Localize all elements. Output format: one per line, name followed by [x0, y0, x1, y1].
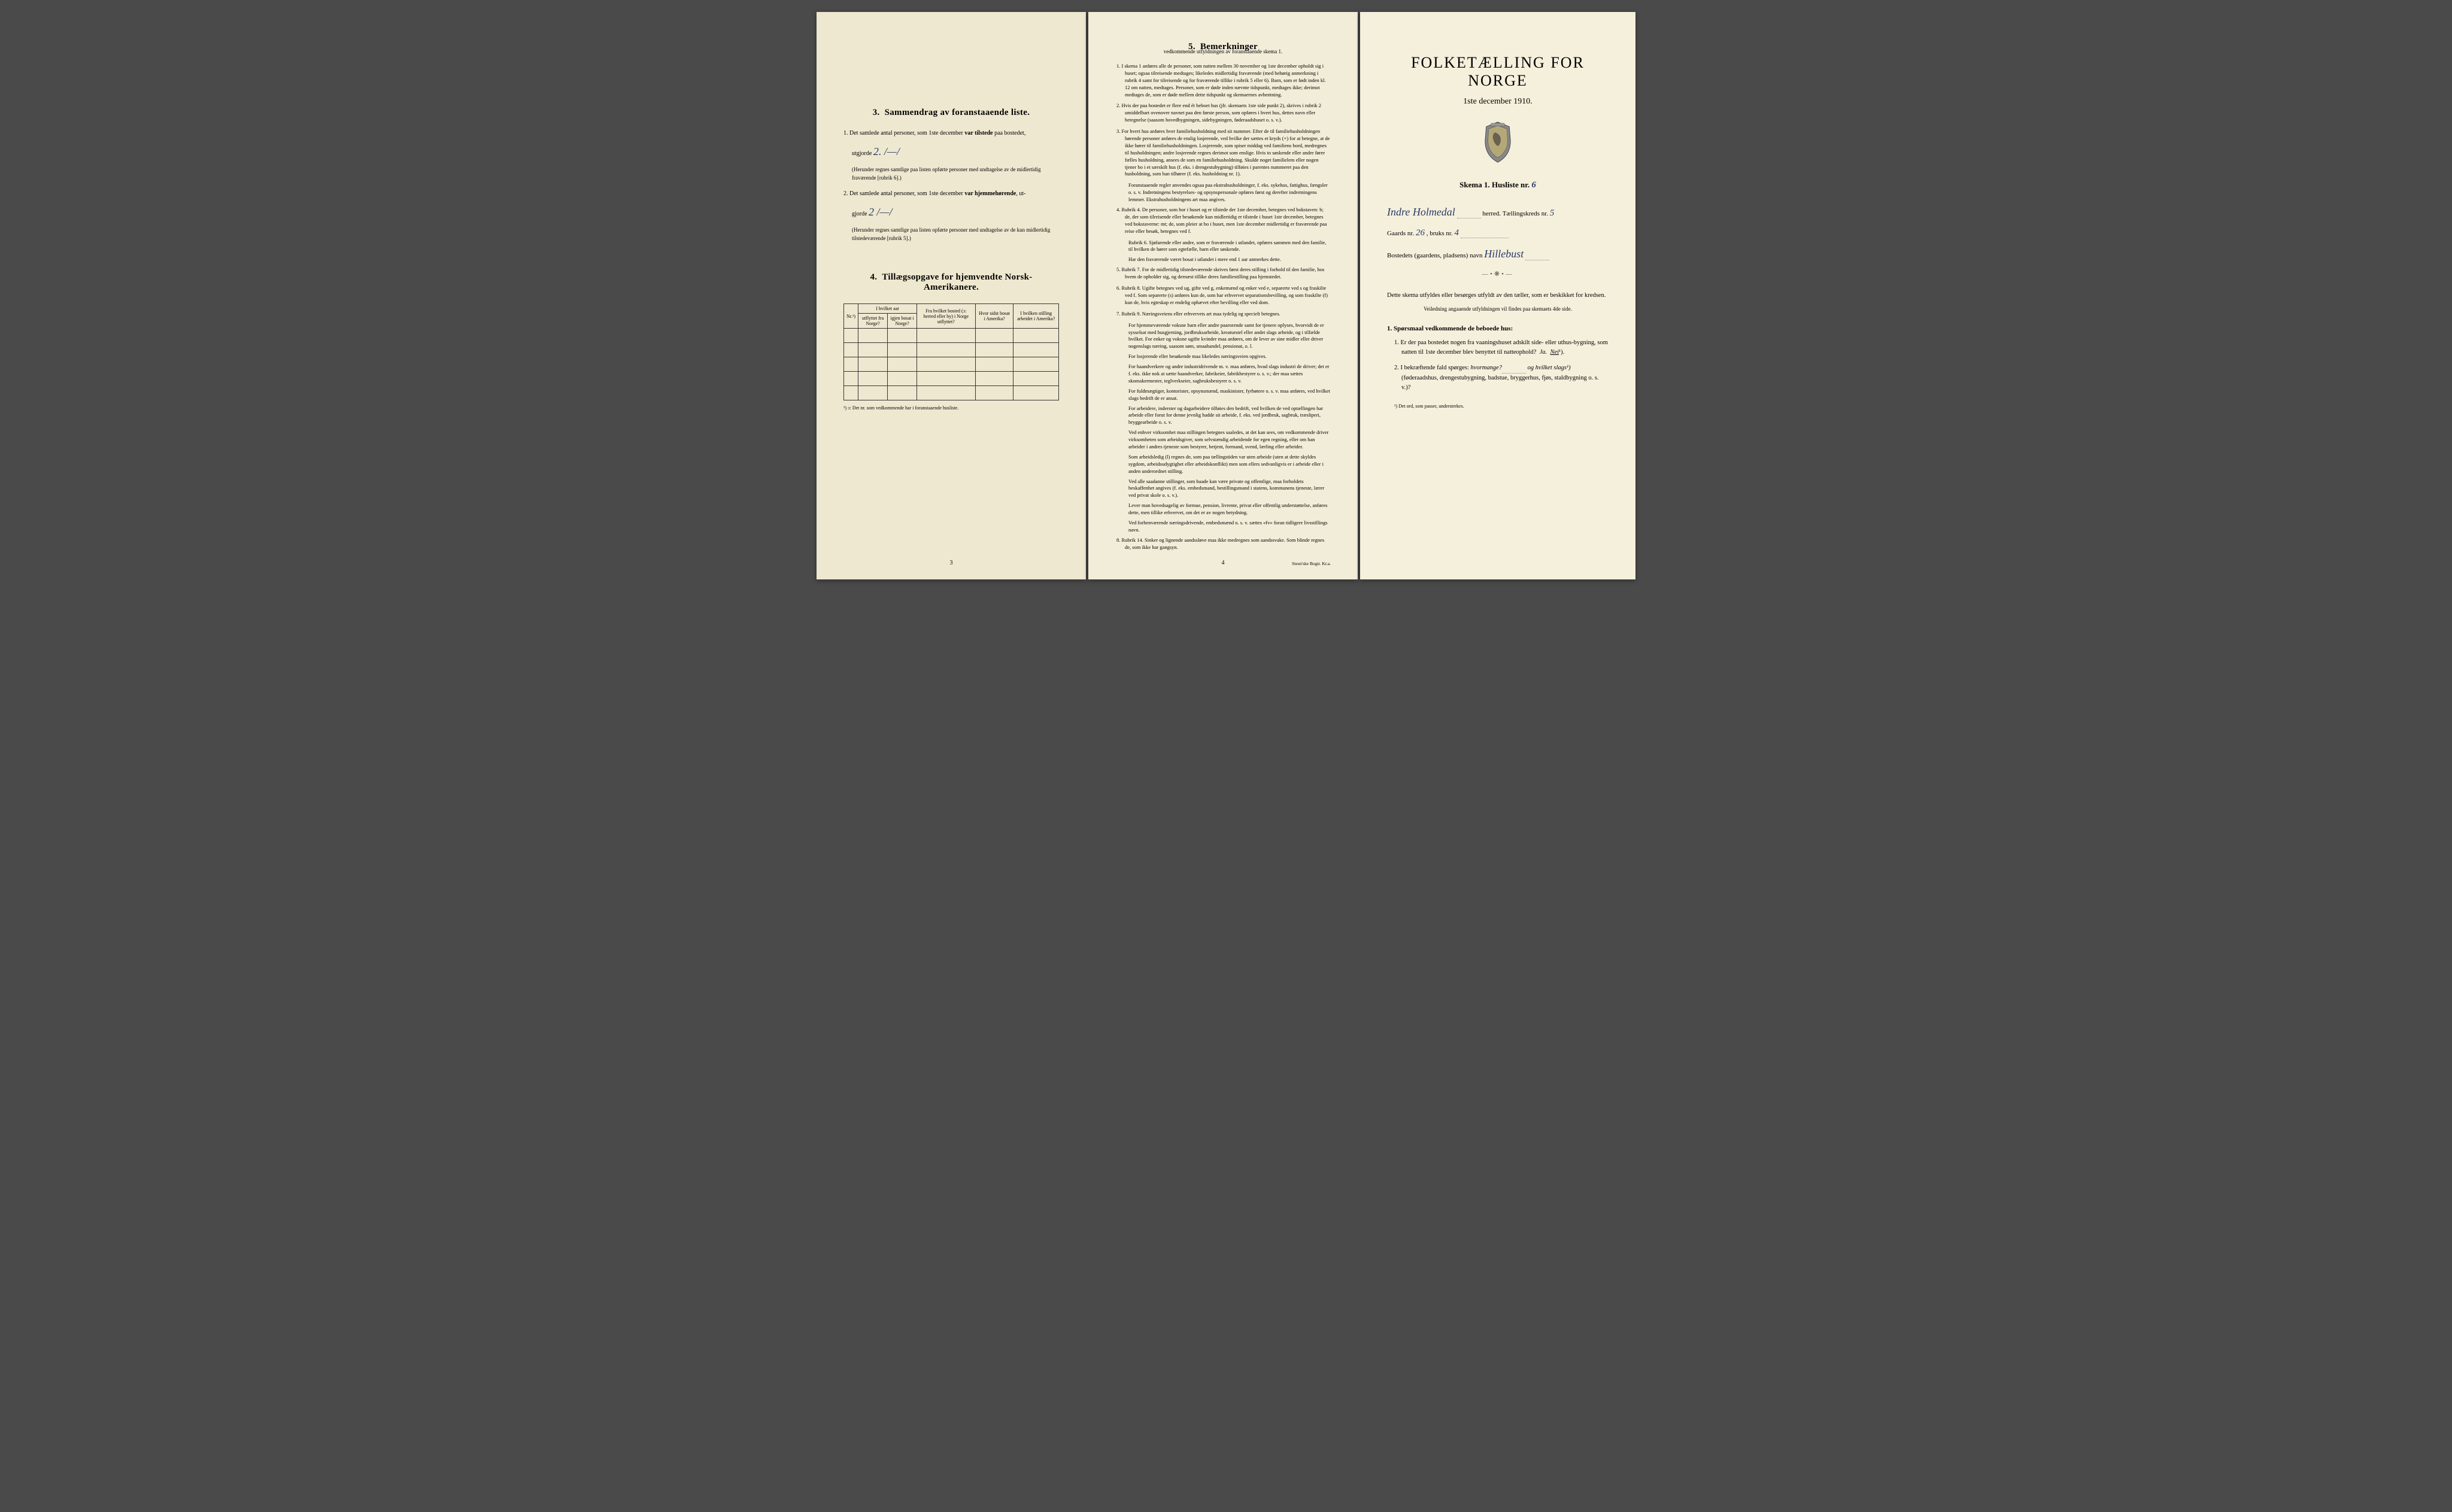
- table-row: [844, 329, 1059, 343]
- handwriting-husliste-nr: 6: [1531, 180, 1536, 190]
- sec3-item1: 1. Det samlede antal personer, som 1ste …: [843, 129, 1059, 138]
- handwriting-value-2: 2 /—/: [869, 206, 893, 218]
- table-row: [844, 372, 1059, 386]
- section-4-title: 4.Tillægsopgave for hjemvendte Norsk-Ame…: [843, 272, 1059, 293]
- instruction-2: Veiledning angaaende utfyldningen vil fi…: [1387, 306, 1609, 312]
- gaard-row: Gaards nr. 26 , bruks nr. 4: [1387, 228, 1609, 238]
- th-year: I hvilket aar: [858, 304, 917, 314]
- remarks-list: 1. I skema 1 anføres alle de personer, s…: [1115, 63, 1331, 551]
- census-date: 1ste december 1910.: [1387, 97, 1609, 107]
- question-2: 2. I bekræftende fald spørges: hvormange…: [1387, 363, 1609, 393]
- remark-item: 6. Rubrik 8. Ugifte betegnes ved ug, gif…: [1115, 285, 1331, 306]
- page-number: 3: [950, 560, 953, 566]
- section-3-title: 3.Sammendrag av foranstaaende liste.: [843, 108, 1059, 118]
- handwriting-bosted: Hillebust: [1484, 248, 1524, 260]
- remark-item: For arbeidere, inderster og dagarbeidere…: [1115, 405, 1331, 427]
- page-4: 5.Bemerkninger vedkommende utfyldningen …: [1088, 12, 1358, 579]
- sec3-item1-note: (Herunder regnes samtlige paa listen opf…: [843, 166, 1059, 182]
- remark-item: For haandverkere og andre industridriven…: [1115, 363, 1331, 385]
- question-heading: 1. Spørsmaal vedkommende de beboede hus:: [1387, 325, 1609, 332]
- page-3: 3.Sammendrag av foranstaaende liste. 1. …: [817, 12, 1086, 579]
- th-where: Hvor sidst bosat i Amerika?: [975, 304, 1013, 329]
- printer-mark: Steen'ske Bogtr. Kr.a.: [1292, 561, 1331, 566]
- page-number: 4: [1222, 560, 1225, 566]
- remark-item: 2. Hvis der paa bostedet er flere end ét…: [1115, 102, 1331, 124]
- remark-item: Ved alle saadanne stillinger, som baade …: [1115, 478, 1331, 500]
- handwriting-kreds-nr: 5: [1550, 208, 1555, 218]
- table-row: [844, 343, 1059, 357]
- remark-item: Lever man hovedsagelig av formue, pensio…: [1115, 502, 1331, 517]
- sec3-item2-note: (Herunder regnes samtlige paa listen opf…: [843, 226, 1059, 242]
- th-occupation: I hvilken stilling arbeidet i Amerika?: [1013, 304, 1059, 329]
- sec3-item2-fill: gjorde 2 /—/: [843, 204, 1059, 220]
- sec3-item1-fill: utgjorde 2. /—/: [843, 144, 1059, 160]
- remark-item: Rubrik 6. Sjøfarende eller andre, som er…: [1115, 239, 1331, 254]
- remark-item: Foranstaaende regler anvendes ogsaa paa …: [1115, 182, 1331, 204]
- question-1: 1. Er der paa bostedet nogen fra vaaning…: [1387, 338, 1609, 358]
- remark-item: 3. For hvert hus anføres hver familiehus…: [1115, 128, 1331, 178]
- instruction-1: Dette skema utfyldes eller besørges utfy…: [1387, 291, 1609, 301]
- handwriting-value-1: 2. /—/: [873, 145, 900, 157]
- table-row: [844, 357, 1059, 372]
- sec4-footnote: ¹) ɔ: Det nr. som vedkommende har i fora…: [843, 405, 1059, 411]
- footnote-right: ¹) Det ord, som passer, understrekes.: [1387, 403, 1609, 409]
- remark-item: 8. Rubrik 14. Sinker og lignende aandssl…: [1115, 537, 1331, 551]
- remark-item: For losjerende eller besøkende maa likel…: [1115, 353, 1331, 360]
- coat-of-arms-icon: [1387, 121, 1609, 167]
- answer-nei-underlined: Nei: [1550, 349, 1559, 356]
- handwriting-herred: Indre Holmedal: [1387, 206, 1455, 218]
- remark-item: Ved forhenværende næringsdrivende, embed…: [1115, 520, 1331, 534]
- remark-item: Som arbeidsledig (l) regnes de, som paa …: [1115, 454, 1331, 475]
- bosted-row: Bostedets (gaardens, pladsens) navn Hill…: [1387, 248, 1609, 260]
- th-returned: igjen bosat i Norge?: [888, 314, 917, 329]
- section-5-subtitle: vedkommende utfyldningen av foranstaaend…: [1115, 48, 1331, 54]
- herred-row: Indre Holmedal herred. Tællingskreds nr.…: [1387, 206, 1609, 218]
- sec3-item2: 2. Det samlede antal personer, som 1ste …: [843, 189, 1059, 198]
- remark-item: Ved enhver virksomhet maa stillingen bet…: [1115, 429, 1331, 451]
- page-title-page: FOLKETÆLLING FOR NORGE 1ste december 191…: [1360, 12, 1635, 579]
- remark-item: 1. I skema 1 anføres alle de personer, s…: [1115, 63, 1331, 98]
- section-4-table: Nr.¹) I hvilket aar Fra hvilket bosted (…: [843, 303, 1059, 400]
- th-emigrated: utflyttet fra Norge?: [858, 314, 888, 329]
- remark-item: 7. Rubrik 9. Næringsveiens eller erhverv…: [1115, 311, 1331, 318]
- skema-line: Skema 1. Husliste nr. 6: [1387, 180, 1609, 190]
- census-title: FOLKETÆLLING FOR NORGE: [1387, 54, 1609, 90]
- remark-item: For hjemmeværende voksne barn eller andr…: [1115, 322, 1331, 351]
- document-spread: 3.Sammendrag av foranstaaende liste. 1. …: [817, 12, 1635, 579]
- remark-item: 4. Rubrik 4. De personer, som bor i huse…: [1115, 207, 1331, 235]
- handwriting-bruks-nr: 4: [1454, 228, 1459, 238]
- remark-item: Har den fraværende været bosat i utlande…: [1115, 256, 1331, 263]
- remark-item: 5. Rubrik 7. For de midlertidig tilstede…: [1115, 266, 1331, 281]
- th-from: Fra hvilket bosted (ɔ: herred eller by) …: [917, 304, 976, 329]
- handwriting-gaard-nr: 26: [1416, 228, 1425, 238]
- remark-item: For fuldmægtiger, kontorister, opsynsmæn…: [1115, 388, 1331, 402]
- th-nr: Nr.¹): [844, 304, 858, 329]
- table-row: [844, 386, 1059, 400]
- ornament-divider-icon: ―•❋•―: [1387, 270, 1609, 278]
